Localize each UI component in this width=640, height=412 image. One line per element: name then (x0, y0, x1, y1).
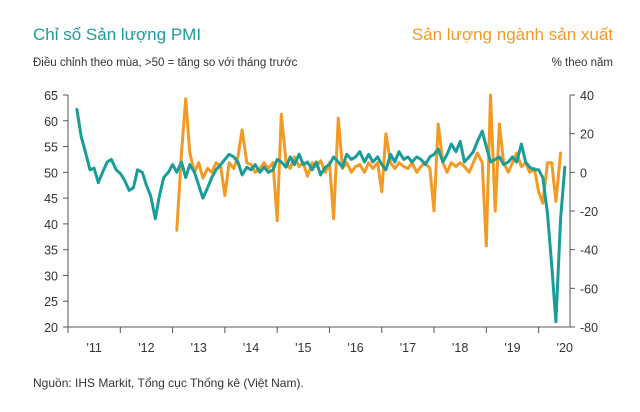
y-left-tick-label: 20 (44, 321, 58, 335)
y-left-tick-label: 65 (44, 89, 58, 103)
y-left-tick-label: 50 (44, 166, 58, 180)
y-axis-left-ticks: 20 25 30 35 40 45 50 55 60 65 (44, 89, 68, 335)
y-right-tick-label: -60 (580, 282, 598, 296)
y-right-tick-label: 40 (580, 89, 594, 103)
series-line-production (175, 93, 563, 248)
chart-title-left: Chỉ số Sản lượng PMI (33, 25, 201, 44)
y-left-tick-label: 30 (44, 269, 58, 283)
x-tick-label: '14 (243, 341, 259, 355)
x-tick-label: '13 (191, 341, 207, 355)
plot-area (75, 93, 567, 324)
y-right-tick-label: -40 (580, 244, 598, 258)
y-left-tick-label: 25 (44, 295, 58, 309)
x-tick-label: '19 (504, 341, 520, 355)
y-left-tick-label: 35 (44, 244, 58, 258)
x-tick-label: '17 (400, 341, 416, 355)
x-tick-label: '16 (347, 341, 363, 355)
y-left-tick-label: 40 (44, 218, 58, 232)
y-left-tick-label: 60 (44, 115, 58, 129)
chart-source: Nguồn: IHS Markit, Tổng cục Thống kê (Vi… (33, 376, 304, 390)
x-tick-label: '15 (295, 341, 311, 355)
y-right-tick-label: 20 (580, 128, 594, 142)
y-left-tick-label: 45 (44, 192, 58, 206)
y-right-tick-label: 0 (580, 166, 587, 180)
y-right-tick-label: -20 (580, 205, 598, 219)
x-tick-label: '18 (452, 341, 468, 355)
y-right-tick-label: -80 (580, 321, 598, 335)
x-axis-ticks: '11 '12 '13 '14 '15 '16 '17 '18 '19 '20 (67, 327, 573, 355)
x-tick-label: '11 (86, 341, 101, 355)
y-left-tick-label: 55 (44, 141, 58, 155)
x-tick-label: '20 (557, 341, 573, 355)
chart-title-right: Sản lượng ngành sản xuất (412, 25, 613, 44)
series-line-pmi (75, 107, 567, 324)
chart-subtitle-right: % theo năm (552, 57, 613, 69)
y-axis-right-ticks: -80 -60 -40 -20 0 20 40 (570, 89, 598, 335)
x-tick-label: '12 (138, 341, 154, 355)
chart-subtitle-left: Điều chỉnh theo mùa, >50 = tăng so với t… (33, 57, 298, 69)
